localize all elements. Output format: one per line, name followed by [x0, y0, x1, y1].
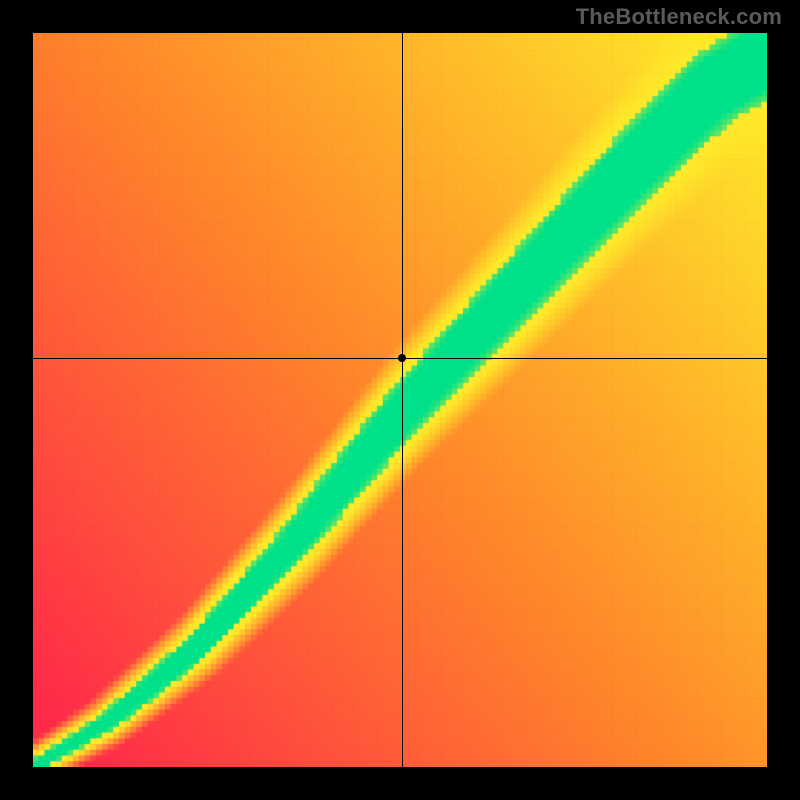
watermark-text: TheBottleneck.com [576, 4, 782, 30]
heatmap-canvas [33, 33, 767, 767]
crosshair-vertical [402, 33, 403, 767]
chart-container: TheBottleneck.com [0, 0, 800, 800]
crosshair-marker [398, 354, 406, 362]
plot-area [33, 33, 767, 767]
